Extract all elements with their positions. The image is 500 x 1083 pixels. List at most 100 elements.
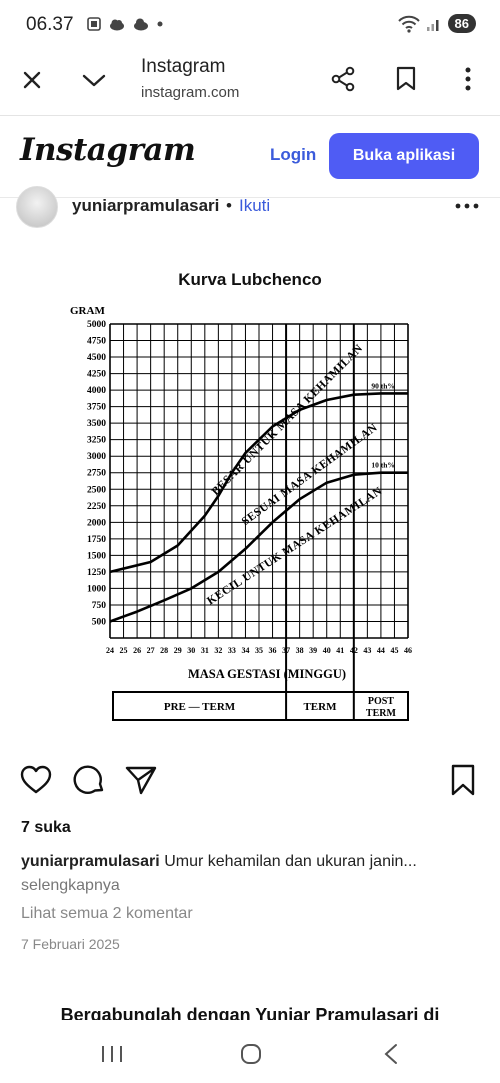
bookmark-icon[interactable]: [391, 64, 421, 94]
x-tick-label: 42: [350, 646, 358, 655]
share-icon[interactable]: [328, 64, 358, 94]
screenshot-icon: [87, 17, 101, 31]
series-label: 90 th%: [371, 381, 395, 390]
caption-text: Umur kehamilan dan ukuran janin...: [164, 853, 417, 870]
x-tick-label: 26: [133, 646, 141, 655]
series-label: 10 th%: [371, 461, 395, 470]
y-tick-label: 5000: [87, 320, 106, 330]
y-tick-label: 3750: [87, 403, 106, 413]
y-tick-label: 2000: [87, 518, 106, 528]
home-icon[interactable]: [240, 1043, 262, 1065]
instagram-logo[interactable]: Instagram: [20, 132, 196, 168]
y-tick-label: 1000: [87, 584, 106, 594]
x-tick-label: 32: [214, 646, 222, 655]
period-label: TERM: [366, 708, 397, 719]
x-axis-label: MASA GESTASI (MINGGU): [188, 667, 346, 681]
y-tick-label: 1250: [87, 568, 106, 578]
wifi-icon: [397, 15, 420, 33]
close-icon[interactable]: [17, 65, 47, 95]
series-line-90th: [109, 392, 408, 574]
cloud-alt-icon: [134, 18, 148, 31]
caption-username[interactable]: yuniarpramulasari: [21, 853, 160, 870]
notification-icons: [86, 16, 164, 32]
y-tick-label: 4750: [87, 337, 106, 347]
period-box: [112, 691, 409, 721]
back-icon[interactable]: [382, 1043, 400, 1065]
y-tick-label: 2250: [87, 502, 106, 512]
x-tick-label: 36: [269, 646, 277, 655]
x-tick-label: 43: [363, 646, 371, 655]
post-more-icon[interactable]: [454, 196, 480, 216]
avatar[interactable]: [16, 186, 58, 228]
curve-annotation: BESAR UNTUK MASA KEHAMILAN: [210, 342, 366, 498]
battery-badge: 86: [447, 14, 476, 33]
x-tick-label: 33: [228, 646, 236, 655]
period-label: PRE — TERM: [164, 701, 236, 713]
x-tick-label: 31: [201, 646, 209, 655]
y-tick-label: 4500: [87, 353, 106, 363]
y-tick-label: 1750: [87, 535, 106, 545]
x-tick-label: 40: [323, 646, 331, 655]
y-tick-label: 2750: [87, 469, 106, 479]
recent-apps-icon[interactable]: [100, 1044, 124, 1064]
x-tick-label: 25: [120, 646, 128, 655]
x-tick-label: 34: [241, 646, 249, 655]
x-tick-label: 44: [377, 646, 385, 655]
post-date: 7 Februari 2025: [21, 936, 120, 952]
period-label: POST: [368, 696, 394, 707]
x-tick-label: 28: [160, 646, 168, 655]
x-tick-label: 29: [174, 646, 182, 655]
login-link[interactable]: Login: [270, 145, 317, 164]
save-icon[interactable]: [448, 763, 482, 797]
comment-icon[interactable]: [73, 763, 107, 797]
post-username[interactable]: yuniarpramulasari: [72, 196, 220, 215]
open-app-button[interactable]: Buka aplikasi: [329, 133, 479, 179]
y-tick-label: 1500: [87, 551, 106, 561]
join-banner: Bergabunglah dengan Yuniar Pramulasari d…: [60, 1005, 440, 1021]
y-tick-label: 3000: [87, 452, 106, 462]
y-tick-label: 4000: [87, 386, 106, 396]
separator-dot: •: [226, 196, 232, 215]
y-tick-label: 3500: [87, 419, 106, 429]
system-nav-bar: [0, 1020, 500, 1083]
y-axis-label: GRAM: [70, 305, 105, 317]
instagram-header: Instagram Login Buka aplikasi: [0, 116, 500, 198]
browser-toolbar: Instagram instagram.com: [0, 52, 500, 116]
x-tick-label: 37: [282, 646, 290, 655]
x-tick-label: 38: [296, 646, 304, 655]
status-right: 86: [397, 14, 476, 33]
view-comments-link[interactable]: Lihat semua 2 komentar: [21, 905, 193, 922]
signal-icon: [426, 19, 439, 31]
y-tick-label: 500: [92, 617, 107, 627]
y-tick-label: 2500: [87, 485, 106, 495]
y-tick-label: 3250: [87, 436, 106, 446]
x-tick-label: 24: [106, 646, 114, 655]
x-tick-label: 35: [255, 646, 263, 655]
x-tick-label: 46: [404, 646, 412, 655]
cloud-icon: [110, 19, 124, 31]
period-label: TERM: [303, 701, 337, 713]
dot-icon: [157, 21, 163, 27]
likes-count[interactable]: 7 suka: [21, 819, 71, 836]
more-vert-icon[interactable]: [453, 64, 483, 94]
send-icon[interactable]: [124, 763, 158, 797]
series-line-10th: [109, 471, 408, 623]
x-tick-label: 39: [309, 646, 317, 655]
x-tick-label: 41: [336, 646, 344, 655]
y-tick-label: 4250: [87, 370, 106, 380]
x-tick-label: 27: [147, 646, 155, 655]
lubchenco-chart: GRAM 500 750 1000 1250 1500 1750 2000 2250 2500 27…: [70, 305, 412, 721]
status-bar: 06.37 86: [0, 0, 500, 52]
x-tick-label: 45: [390, 646, 398, 655]
post-caption: yuniarpramulasari Umur kehamilan dan uku…: [21, 853, 481, 871]
follow-link[interactable]: Ikuti: [239, 196, 271, 215]
see-more-link[interactable]: selengkapnya: [21, 877, 120, 894]
heart-icon[interactable]: [19, 763, 53, 797]
status-time: 06.37: [26, 14, 74, 35]
browser-url[interactable]: instagram.com: [141, 84, 240, 101]
y-tick-label: 750: [92, 601, 107, 611]
chart-title: Kurva Lubchenco: [178, 270, 322, 289]
x-tick-label: 30: [187, 646, 195, 655]
chevron-down-icon[interactable]: [79, 65, 109, 95]
browser-page-title: Instagram: [141, 56, 226, 77]
